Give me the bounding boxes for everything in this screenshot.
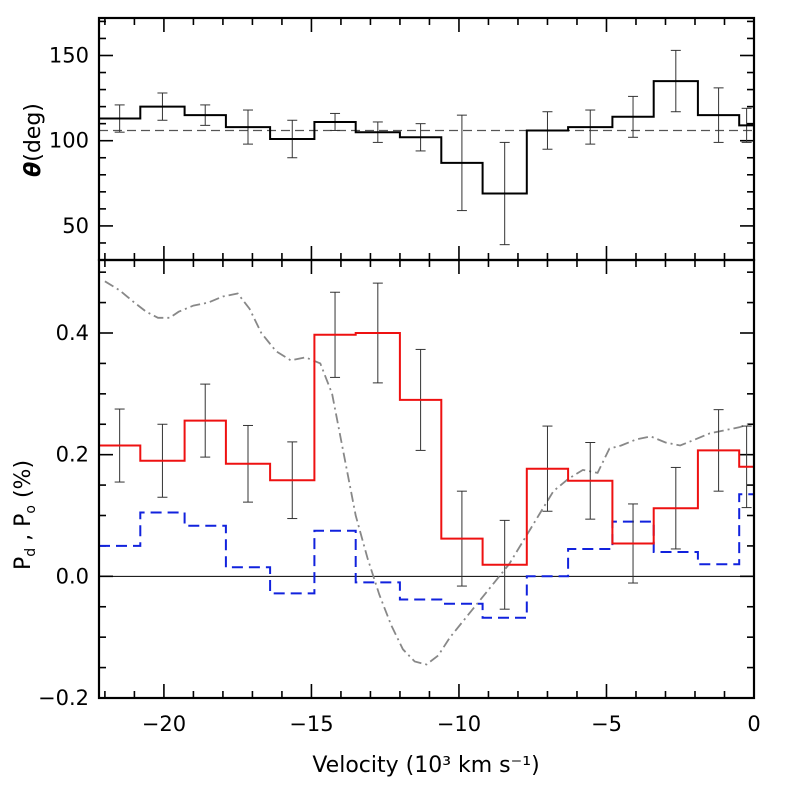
ylabel-p1: P	[11, 557, 36, 570]
polarization-content	[99, 280, 754, 666]
polarization-ylabel: Pd , Po (%)	[11, 460, 39, 570]
polarization-ticks: −20 −15 −10 −5 0 −0.2 0.0 0.2 0.4	[38, 260, 761, 736]
ylabel-sep: ,	[11, 527, 36, 548]
theta-y-tick-label: 50	[62, 214, 89, 238]
y-tick-label: 0.2	[56, 443, 89, 467]
x-tick-label: −10	[437, 712, 481, 736]
theta-ylabel: θ(deg)	[21, 103, 46, 177]
y-tick-label: 0.4	[56, 321, 89, 345]
x-tick-label: −20	[142, 712, 186, 736]
theta-y-tick-label: 150	[49, 43, 89, 67]
x-tick-label: −15	[289, 712, 333, 736]
theta-content	[99, 49, 754, 246]
ylabel-sub-d: d	[23, 548, 39, 557]
ylabel-p2: P	[11, 514, 36, 527]
flux-profile-line	[104, 280, 749, 666]
y-tick-label: 0.0	[56, 564, 89, 588]
polarization-panel: −20 −15 −10 −5 0 −0.2 0.0 0.2 0.4 Pd , Po (%) Ve…	[11, 258, 761, 778]
x-axis-label: Velocity (10³ km s⁻¹)	[312, 753, 539, 778]
x-tick-label: 0	[747, 712, 760, 736]
theta-step-line	[99, 80, 754, 195]
theta-panel: 50 100 150 θ(deg)	[21, 16, 756, 262]
theta-panel-frame	[97, 16, 756, 262]
theta-y-tick-label: 100	[49, 129, 89, 153]
theta-symbol: θ	[21, 162, 46, 177]
polarization-panel-frame	[97, 258, 756, 700]
theta-ticks: 50 100 150	[49, 18, 755, 260]
x-tick-label: −5	[591, 712, 622, 736]
ylabel-sub-o: o	[23, 505, 39, 514]
pd-step-line	[99, 332, 754, 566]
y-tick-label: −0.2	[38, 686, 89, 710]
theta-unit: (deg)	[21, 103, 46, 162]
po-step-line	[99, 493, 754, 619]
ylabel-unit: (%)	[11, 460, 36, 505]
